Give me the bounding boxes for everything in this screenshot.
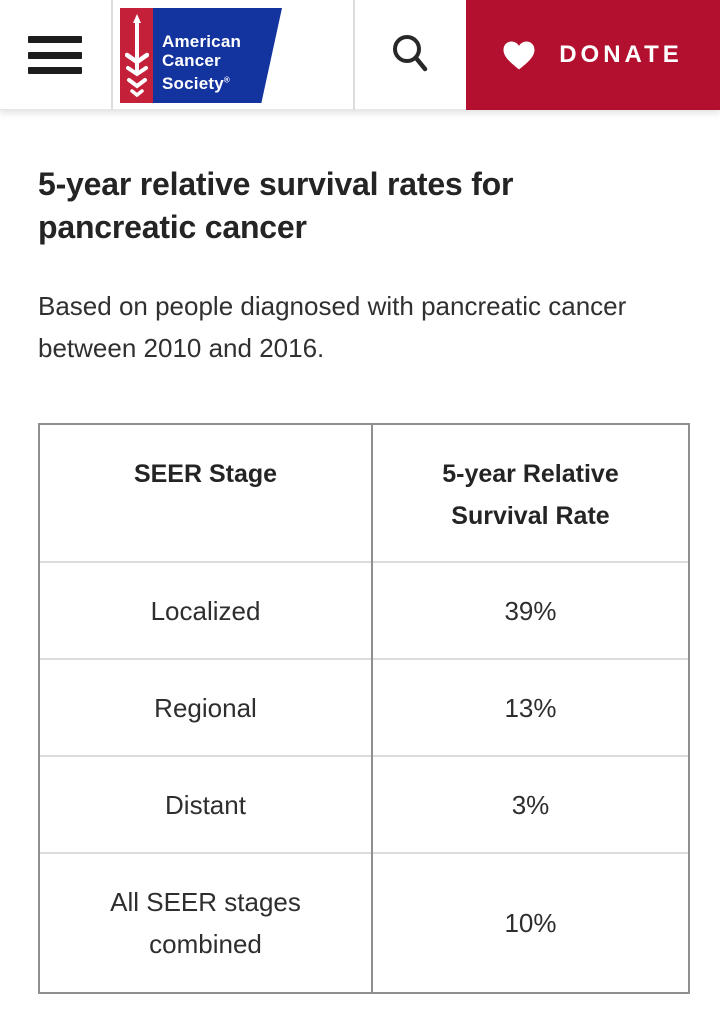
column-header-survival-rate: 5-year Relative Survival Rate [371,424,690,562]
donate-label: DONATE [559,41,683,68]
sword-of-hope-icon [120,8,153,103]
header-divider [111,0,113,110]
search-icon [392,35,427,72]
logo-text: American Cancer Society® [162,32,242,93]
rate-cell: 10% [371,852,690,993]
table-header-row: SEER Stage 5-year Relative Survival Rate [38,424,690,562]
rate-cell: 39% [371,561,690,659]
donate-button[interactable]: DONATE [466,0,720,110]
main-content: 5-year relative survival rates for pancr… [0,163,720,994]
hamburger-icon [28,51,82,59]
app-header: American Cancer Society® DONATE [0,0,720,110]
hamburger-icon [28,36,82,43]
header-divider [353,0,355,110]
table-row: Localized 39% [38,561,690,659]
article-description: Based on people diagnosed with pancreati… [38,291,627,363]
column-header-seer-stage: SEER Stage [38,424,373,562]
rate-cell: 3% [371,755,690,853]
table-row: All SEER stages combined 10% [38,852,690,993]
search-button[interactable] [355,0,466,110]
stage-cell: Distant [38,755,373,853]
menu-button[interactable] [28,36,82,74]
stage-cell: All SEER stages combined [38,852,373,993]
logo-wordmark: American Cancer Society® [153,8,282,103]
page-title: 5-year relative survival rates for pancr… [38,166,514,245]
acs-logo[interactable]: American Cancer Society® [120,8,282,103]
table-row: Distant 3% [38,755,690,853]
hamburger-icon [28,67,82,74]
rate-cell: 13% [371,658,690,756]
survival-rates-table: SEER Stage 5-year Relative Survival Rate… [38,423,690,994]
table-row: Regional 13% [38,658,690,756]
stage-cell: Regional [38,658,373,756]
stage-cell: Localized [38,561,373,659]
heart-icon [503,41,535,69]
